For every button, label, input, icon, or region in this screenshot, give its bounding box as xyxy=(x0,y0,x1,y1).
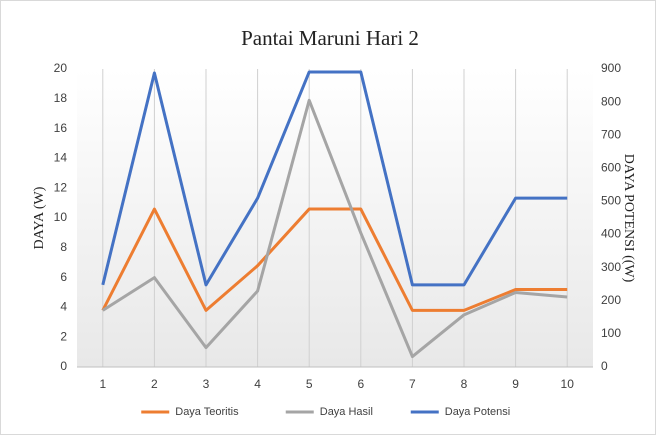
x-tick-label: 1 xyxy=(99,377,106,391)
y2-tick-label: 800 xyxy=(601,94,621,108)
y-tick-label: 10 xyxy=(54,210,68,224)
y2-axis-label: DAYA POTENSI ((W) xyxy=(621,154,636,283)
y-tick-label: 2 xyxy=(60,329,67,343)
y2-tick-label: 100 xyxy=(601,326,621,340)
x-tick-label: 7 xyxy=(409,377,416,391)
legend-label: Daya Teoritis xyxy=(175,406,239,418)
x-tick-label: 8 xyxy=(461,377,468,391)
y2-tick-label: 400 xyxy=(601,227,621,241)
x-tick-label: 3 xyxy=(203,377,210,391)
x-tick-label: 9 xyxy=(512,377,519,391)
legend-label: Daya Hasil xyxy=(320,406,373,418)
y-tick-label: 6 xyxy=(60,270,67,284)
y2-tick-label: 900 xyxy=(601,61,621,75)
y-tick-label: 20 xyxy=(54,61,68,75)
y2-tick-label: 200 xyxy=(601,293,621,307)
legend-label: Daya Potensi xyxy=(445,406,510,418)
x-tick-label: 10 xyxy=(561,377,575,391)
y2-tick-label: 600 xyxy=(601,161,621,175)
y2-tick-label: 0 xyxy=(601,359,608,373)
y2-tick-label: 700 xyxy=(601,127,621,141)
x-tick-label: 5 xyxy=(306,377,313,391)
y-axis-label: DAYA (W) xyxy=(32,186,47,249)
series-line xyxy=(101,207,568,312)
y-tick-label: 18 xyxy=(54,91,68,105)
y-tick-label: 14 xyxy=(54,151,68,165)
y-tick-label: 16 xyxy=(54,121,68,135)
chart-title: Pantai Maruni Hari 2 xyxy=(241,26,419,50)
y-tick-label: 0 xyxy=(60,359,67,373)
x-tick-label: 2 xyxy=(151,377,158,391)
y-tick-label: 12 xyxy=(54,180,68,194)
y2-tick-label: 500 xyxy=(601,194,621,208)
x-tick-label: 6 xyxy=(357,377,364,391)
series-line xyxy=(101,70,568,287)
x-tick-label: 4 xyxy=(254,377,261,391)
series-line xyxy=(101,98,568,359)
plot-area xyxy=(77,69,593,367)
y-tick-label: 8 xyxy=(60,240,67,254)
y-tick-label: 4 xyxy=(60,300,67,314)
y2-tick-label: 300 xyxy=(601,260,621,274)
